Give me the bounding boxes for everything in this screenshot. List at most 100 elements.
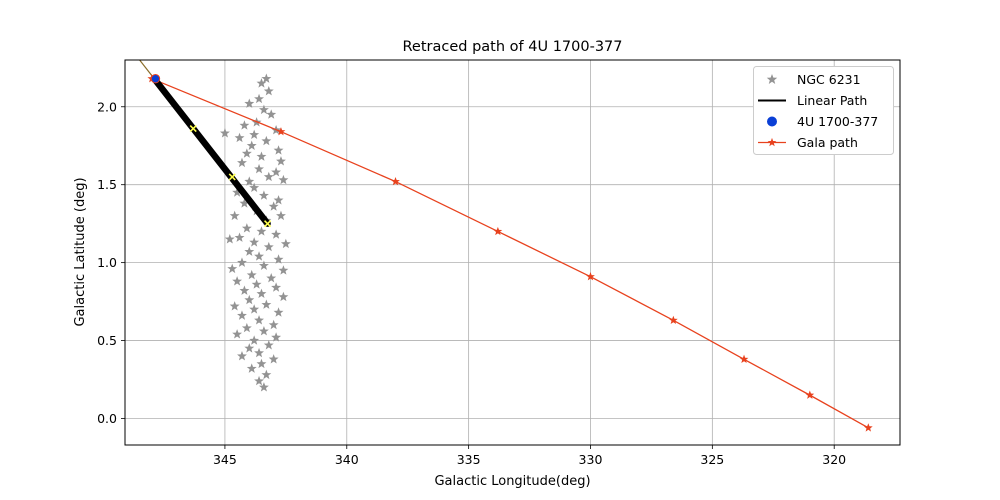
legend-label: NGC 6231	[797, 72, 861, 87]
x-tick-label: 320	[822, 452, 846, 467]
x-tick-label: 335	[457, 452, 481, 467]
ngc6231-star	[273, 145, 284, 155]
linear-path-marker	[189, 125, 197, 133]
ngc6231-star	[256, 151, 267, 161]
linear-path-marker	[264, 220, 272, 228]
ngc6231-star	[271, 282, 282, 292]
ngc6231-star	[239, 285, 250, 295]
ngc6231-star	[246, 363, 257, 373]
legend-label: Gala path	[797, 135, 858, 150]
linear-path-line	[152, 77, 271, 227]
gala-path-marker	[805, 390, 815, 399]
ngc6231-star	[273, 254, 284, 264]
ngc6231-star	[219, 128, 230, 138]
ngc6231-star	[227, 263, 238, 274]
gala-path-marker	[863, 423, 873, 432]
ngc6231-star	[266, 109, 277, 119]
y-axis: 0.0 0.5 1.0 1.5 2.0	[97, 99, 125, 426]
trail-line	[138, 60, 156, 81]
ngc6231-star	[249, 335, 260, 345]
legend-item: 4U 1700-377	[767, 114, 878, 129]
ngc6231-star	[241, 223, 252, 233]
ngc6231-star	[229, 301, 240, 311]
ngc6231-star	[237, 310, 247, 320]
gala-path-marker	[276, 127, 286, 136]
ngc6231-star	[278, 174, 289, 185]
ngc6231-star	[273, 307, 284, 317]
x-tick-label: 330	[579, 452, 603, 467]
legend-marker-star	[766, 74, 778, 84]
ngc6231-star	[251, 279, 262, 289]
ngc6231-star	[241, 148, 252, 158]
x-axis: 345 340 335 330 325 320	[213, 445, 846, 467]
y-tick-label: 1.5	[97, 177, 117, 192]
chart-title: Retraced path of 4U 1700-377	[403, 39, 623, 55]
ngc6231-star	[261, 299, 272, 309]
ngc6231-star	[229, 210, 240, 221]
ngc6231-star	[276, 210, 286, 221]
legend: NGC 6231 Linear Path 4U 1700-377 Gala path	[753, 66, 894, 155]
ngc6231-star	[234, 132, 245, 143]
ngc6231-star	[254, 315, 264, 325]
ngc6231-star	[261, 135, 272, 146]
ngc6231-star	[256, 226, 267, 236]
ngc6231-star	[258, 260, 269, 270]
ngc6231-star	[278, 291, 289, 302]
ngc6231-star	[254, 93, 264, 104]
ngc6231-star	[249, 237, 260, 247]
ngc6231-star	[268, 201, 279, 211]
ngc6231-star	[237, 257, 247, 267]
ngc6231-star	[237, 157, 247, 168]
ngc6231-star	[234, 232, 245, 242]
axes-frame	[124, 59, 901, 446]
ngc6231-star	[254, 251, 264, 261]
ngc6231-star	[258, 382, 269, 392]
ngc6231-star	[232, 329, 243, 339]
ngc6231-star	[263, 241, 274, 252]
ngc6231-star	[244, 98, 255, 108]
ngc6231-star	[258, 326, 269, 336]
gala-path-marker	[739, 354, 749, 363]
ngc6231-star	[244, 294, 255, 305]
ngc6231-star	[224, 234, 235, 244]
ngc6231-star	[244, 176, 255, 186]
legend-item: Gala path	[758, 135, 858, 150]
ngc6231-star	[249, 182, 260, 193]
x-tick-label: 340	[335, 452, 359, 467]
ngc6231-star	[276, 156, 286, 166]
ngc6231-star	[244, 343, 255, 353]
ngc6231-star	[271, 332, 282, 342]
legend-label: Linear Path	[797, 93, 867, 108]
legend-item: Linear Path	[758, 93, 867, 108]
ngc6231-star	[263, 340, 274, 350]
ngc6231-star	[244, 246, 255, 256]
ngc6231-star	[237, 350, 247, 361]
plot-area	[138, 60, 873, 432]
x-tick-label: 325	[700, 452, 724, 467]
ngc6231-star	[268, 319, 279, 330]
ngc6231-star	[232, 187, 243, 197]
ngc6231-star	[263, 85, 274, 96]
linear-path-marker	[228, 173, 236, 181]
ngc6231-star	[249, 129, 260, 140]
gala-path-marker	[391, 176, 400, 186]
ngc6231-star	[271, 229, 282, 239]
y-tick-label: 0.0	[97, 411, 117, 426]
ngc6231-star	[246, 269, 257, 280]
source-point	[150, 74, 161, 84]
ngc6231-star	[261, 369, 272, 380]
ngc6231-star	[261, 73, 272, 83]
x-tick-label: 345	[213, 452, 237, 467]
ngc6231-star	[246, 140, 257, 150]
ngc6231-star	[239, 120, 250, 130]
ngc6231-star	[241, 322, 252, 333]
y-axis-label: Galactic Latitude (deg)	[73, 177, 88, 326]
ngc6231-star	[268, 354, 279, 364]
legend-marker-circle	[767, 116, 777, 127]
ngc6231-star	[249, 304, 260, 314]
y-tick-label: 0.5	[97, 333, 117, 348]
ngc6231-star	[278, 265, 289, 275]
ngc6231-star	[239, 198, 250, 208]
ngc6231-star	[266, 273, 277, 283]
